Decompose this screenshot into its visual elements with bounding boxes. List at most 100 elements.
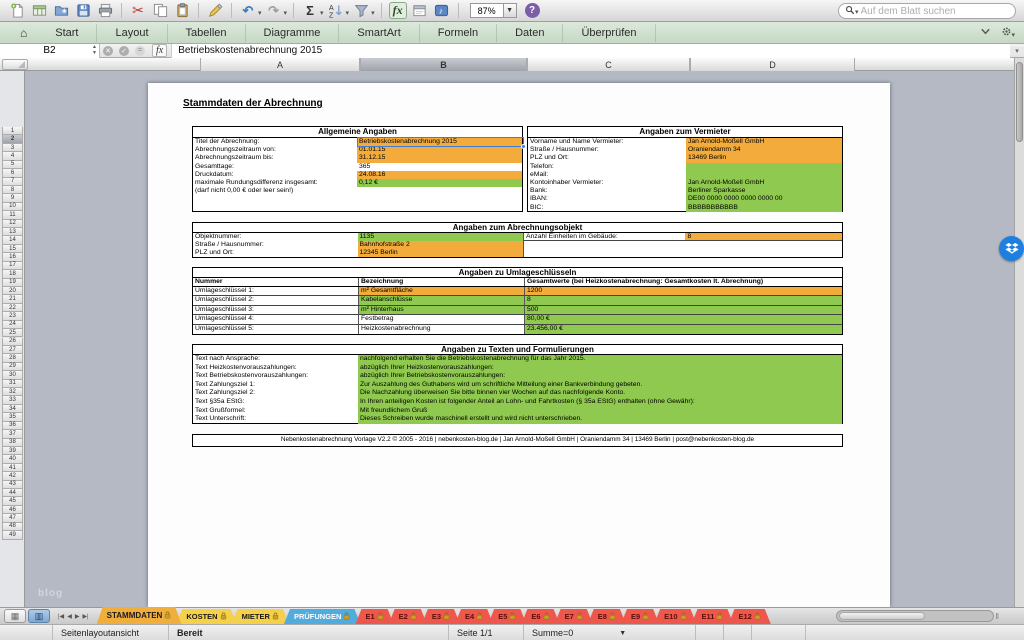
cell-value[interactable]: Berliner Sparkasse: [686, 187, 842, 196]
row-header-11[interactable]: 11: [2, 211, 23, 220]
row-header-47[interactable]: 47: [2, 514, 23, 523]
tab-daten[interactable]: Daten: [497, 23, 564, 42]
cell-bezeichnung[interactable]: Heizkostenabrechnung: [358, 324, 524, 334]
help-icon[interactable]: ?: [524, 3, 540, 18]
undo-icon[interactable]: ↶: [242, 2, 254, 18]
column-header-C[interactable]: C: [527, 58, 690, 71]
row-header-20[interactable]: 20: [2, 286, 23, 296]
zoom-control[interactable]: 87% ▼: [469, 3, 517, 18]
row-header-30[interactable]: 30: [2, 371, 23, 380]
column-header-B[interactable]: B: [360, 58, 527, 71]
cell-value[interactable]: Dieses Schreiben wurde maschinell erstel…: [358, 415, 842, 424]
row-header-22[interactable]: 22: [2, 303, 23, 313]
redo-icon[interactable]: ↷: [268, 2, 279, 18]
formula-builder-icon[interactable]: fx: [388, 2, 407, 20]
next-sheet-icon[interactable]: ▶: [74, 614, 80, 620]
cell-value[interactable]: Die Nachzahlung überweisen Sie bitte bin…: [358, 389, 842, 398]
insert-function-icon[interactable]: fx: [152, 44, 168, 57]
row-header-25[interactable]: 25: [2, 329, 23, 338]
search-box[interactable]: ▾: [838, 3, 1016, 19]
cell-label[interactable]: Druckdatum:: [195, 170, 234, 178]
cell-value[interactable]: abzüglich Ihrer Heizkostenvorauszahlunge…: [358, 363, 842, 373]
cell-label[interactable]: Titel der Abrechnung:: [195, 138, 260, 145]
row-header-17[interactable]: 17: [2, 261, 23, 271]
sheet-tab-e7[interactable]: E7: [555, 609, 593, 624]
sheet-tab-e6[interactable]: E6: [521, 609, 559, 624]
first-sheet-icon[interactable]: |◀: [58, 614, 65, 620]
collapse-ribbon-icon[interactable]: [980, 26, 991, 40]
row-header-29[interactable]: 29: [2, 362, 23, 372]
row-header-48[interactable]: 48: [2, 522, 23, 532]
gear-icon[interactable]: ▾: [1001, 26, 1016, 40]
cell-label[interactable]: Objektnummer:: [195, 233, 242, 240]
prev-sheet-icon[interactable]: ◀: [67, 614, 72, 620]
cell-value[interactable]: Mit freundlichem Gruß: [358, 406, 842, 416]
paste-icon[interactable]: [173, 2, 191, 20]
cell-value[interactable]: abzüglich Ihrer Betriebskostenvorauszahl…: [358, 372, 842, 381]
cell-bezeichnung[interactable]: m² Gesamtfläche: [358, 287, 524, 296]
sheet-tab-prüfungen[interactable]: PRÜFUNGEN: [284, 609, 361, 624]
row-header-2[interactable]: 2: [2, 135, 23, 144]
cell-label[interactable]: Abrechnungszeitraum bis:: [195, 154, 274, 162]
cell-value[interactable]: 365: [357, 162, 522, 171]
formula-input[interactable]: Betriebskostenabrechnung 2015: [171, 43, 1010, 58]
row-header-27[interactable]: 27: [2, 345, 23, 355]
sheet-tab-e11[interactable]: E11: [692, 609, 734, 624]
cell-label[interactable]: BIC:: [530, 203, 544, 211]
cell-label[interactable]: Anzahl Einheiten im Gebäude:: [522, 233, 686, 241]
row-header-21[interactable]: 21: [2, 295, 23, 304]
cell-bezeichnung[interactable]: Festbetrag: [358, 315, 524, 324]
zoom-dropdown-icon[interactable]: ▼: [503, 3, 517, 18]
tab-layout[interactable]: Layout: [97, 23, 168, 42]
cell-label[interactable]: PLZ und Ort:: [195, 249, 234, 256]
row-header-9[interactable]: 9: [2, 194, 23, 203]
row-header-42[interactable]: 42: [2, 472, 23, 481]
row-header-26[interactable]: 26: [2, 337, 23, 346]
confirm-entry-icon[interactable]: ✓: [119, 45, 129, 56]
column-header-A[interactable]: A: [200, 58, 360, 71]
tab-tabellen[interactable]: Tabellen: [168, 23, 246, 42]
sheet-tab-kosten[interactable]: KOSTEN: [176, 609, 236, 624]
cell-value[interactable]: [357, 204, 522, 212]
cell-label[interactable]: [193, 195, 357, 203]
cell-label[interactable]: [193, 204, 357, 212]
cell-value[interactable]: BBBBBBBBBBB: [686, 203, 842, 212]
filter-dropdown-icon[interactable]: ▾: [371, 9, 375, 17]
autosum-icon[interactable]: Σ: [306, 3, 314, 18]
cell-label[interactable]: Text Heizkostenvorauszahlungen:: [195, 363, 297, 371]
row-header-38[interactable]: 38: [2, 438, 23, 447]
open-workbook-icon[interactable]: [30, 2, 48, 20]
tab-split-handle[interactable]: ‖: [995, 612, 1000, 621]
cell-label[interactable]: Text Zahlungsziel 2:: [195, 389, 256, 397]
cell-label[interactable]: Text Zahlungsziel 1:: [195, 380, 256, 388]
row-header-46[interactable]: 46: [2, 505, 23, 515]
row-header-6[interactable]: 6: [2, 169, 23, 178]
column-header-D[interactable]: D: [690, 58, 855, 71]
row-header-32[interactable]: 32: [2, 388, 23, 397]
cell-gesamtwert[interactable]: 8: [524, 296, 842, 305]
redo-dropdown-icon[interactable]: ▾: [283, 9, 288, 17]
row-header-5[interactable]: 5: [2, 160, 23, 170]
sheet-tab-mieter[interactable]: MIETER: [232, 609, 289, 624]
sum-dropdown-icon[interactable]: ▼: [619, 629, 627, 637]
row-header-23[interactable]: 23: [2, 312, 23, 321]
cell-label[interactable]: Text Betriebskostenvorauszahlungen:: [195, 372, 308, 380]
row-header-18[interactable]: 18: [2, 270, 23, 279]
sheet-tab-e4[interactable]: E4: [455, 609, 493, 624]
cell-value[interactable]: Zur Auszahlung des Guthabens wird um sch…: [358, 380, 842, 390]
cell-label[interactable]: [522, 241, 686, 249]
cell-value[interactable]: [357, 187, 522, 195]
horizontal-scrollbar-thumb[interactable]: [838, 612, 925, 620]
cell-bezeichnung[interactable]: Kabelanschlüsse: [358, 296, 524, 305]
cell-value[interactable]: [686, 170, 842, 179]
row-header-44[interactable]: 44: [2, 489, 23, 498]
cell-label[interactable]: Kontoinhaber Vermieter:: [530, 178, 604, 186]
row-header-10[interactable]: 10: [2, 202, 23, 212]
sheet-tab-e9[interactable]: E9: [621, 609, 659, 624]
formula-bar-expand-icon[interactable]: ▾: [1010, 46, 1024, 55]
cell-label[interactable]: Telefon:: [530, 162, 554, 170]
sheet-tab-e1[interactable]: E1: [355, 609, 393, 624]
row-header-39[interactable]: 39: [2, 446, 23, 456]
tab-start[interactable]: Start: [37, 23, 98, 42]
tab--berpr-fen[interactable]: Überprüfen: [563, 23, 656, 42]
